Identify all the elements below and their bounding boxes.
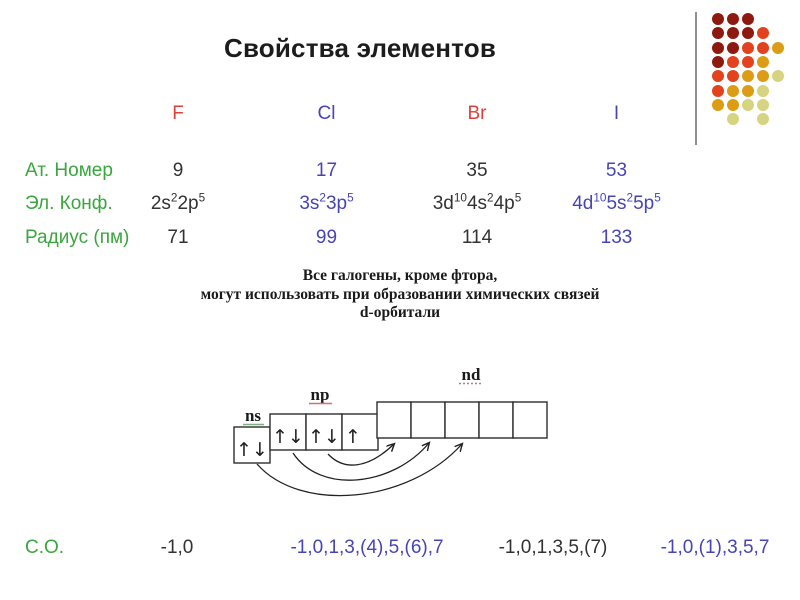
row-label: Ат. Номер — [25, 160, 113, 181]
decorative-dot — [757, 55, 769, 68]
ns-box — [233, 426, 271, 464]
np-box-1 — [269, 413, 307, 451]
column-header-cl: Cl — [317, 103, 336, 124]
value-cell: 53 — [605, 160, 628, 181]
decorative-dot — [712, 55, 724, 68]
np-label: np — [311, 385, 330, 404]
decorative-dot — [742, 70, 754, 83]
decorative-dot — [742, 98, 754, 111]
decorative-dot — [727, 113, 739, 126]
table-row-atomic-number: Ат. Номер 9 17 35 53 — [25, 159, 706, 183]
ns-label: ns — [245, 406, 261, 425]
electron-spins-np1: ↑↓ — [272, 426, 304, 448]
decorative-dot — [727, 70, 739, 83]
nd-box-4 — [478, 401, 514, 439]
decorative-dot — [712, 98, 724, 111]
value-cell: 17 — [315, 160, 338, 181]
decorative-dot — [772, 41, 784, 54]
value-cell: 3s23p5 — [299, 191, 354, 214]
oxidation-label: С.О. — [25, 537, 65, 558]
note-text: Все галогены, кроме фтора, могут использ… — [0, 267, 800, 323]
decorative-dot — [757, 84, 769, 97]
oxidation-value-cl: -1,0,1,3,(4),5,(6),7 — [290, 537, 444, 558]
value-cell: 99 — [315, 227, 338, 248]
note-line: могут использовать при образовании химич… — [200, 285, 600, 303]
note-line: d-орбитали — [359, 304, 441, 321]
electron-spins-np2: ↑↓ — [308, 426, 340, 448]
value-cell: 35 — [466, 160, 488, 181]
row-label: Эл. Конф. — [25, 193, 113, 214]
decorative-dot — [757, 41, 769, 54]
table-header-row: F Cl Br I — [25, 102, 706, 126]
decorative-dot — [727, 41, 739, 54]
np-box-3 — [341, 413, 379, 451]
table-row-radius: Радиус (пм) 71 99 114 133 — [25, 226, 706, 250]
electron-spins-np3: ↑ — [345, 426, 361, 448]
row-label: Радиус (пм) — [25, 227, 130, 248]
table-row-electron-config: Эл. Конф. 2s22p5 3s23p5 3d104s24p5 4d105… — [25, 192, 706, 216]
np-box-2 — [305, 413, 343, 451]
vertical-divider-line — [695, 12, 697, 145]
nd-box-1 — [376, 401, 412, 439]
oxidation-value-f: -1,0 — [160, 537, 194, 558]
promotion-arrow-3 — [256, 444, 462, 497]
value-cell: 3d104s24p5 — [432, 191, 522, 214]
decorative-dot — [727, 84, 739, 97]
decorative-dot — [757, 27, 769, 40]
nd-label: nd — [462, 365, 481, 384]
decorative-dot — [772, 70, 784, 83]
decorative-dot — [757, 70, 769, 83]
header-spacer — [25, 102, 130, 126]
value-cell: 71 — [167, 227, 189, 248]
decorative-dot — [727, 27, 739, 40]
nd-box-5 — [512, 401, 548, 439]
column-header-br: Br — [467, 103, 487, 124]
value-cell: 4d105s25p5 — [572, 191, 661, 214]
decorative-dot — [742, 27, 754, 40]
note-line: Все галогены, кроме фтора, — [302, 267, 498, 284]
dot-grid — [712, 13, 794, 135]
column-header-f: F — [172, 103, 184, 124]
oxidation-value-i: -1,0,(1),3,5,7 — [660, 537, 770, 558]
value-cell: 2s22p5 — [150, 191, 206, 214]
nd-box-2 — [410, 401, 446, 439]
decorative-dot — [712, 70, 724, 83]
decorative-dot — [742, 84, 754, 97]
orbital-diagram: ns np nd ↑↓ ↑↓ ↑↓ ↑ — [233, 365, 548, 497]
decorative-dot — [712, 41, 724, 54]
slide-title: Свойства элементов — [223, 33, 497, 63]
decorative-dot — [742, 13, 754, 25]
nd-box-3 — [444, 401, 480, 439]
decorative-dot — [757, 113, 769, 126]
decorative-dot — [727, 13, 739, 25]
value-cell: 133 — [600, 227, 633, 248]
value-cell: 9 — [172, 160, 184, 181]
decorative-dot — [727, 98, 739, 111]
column-header-i: I — [613, 103, 620, 124]
electron-spins-ns: ↑↓ — [236, 439, 268, 461]
decorative-dot — [742, 41, 754, 54]
decorative-dot — [727, 55, 739, 68]
promotion-arrow-2 — [292, 443, 429, 481]
oxidation-value-br: -1,0,1,3,5,(7) — [498, 537, 608, 558]
decorative-dot — [742, 55, 754, 68]
decorative-dot — [757, 98, 769, 111]
decorative-dot — [712, 13, 724, 25]
decorative-dot — [712, 84, 724, 97]
promotion-arrow-1 — [327, 444, 394, 466]
value-cell: 114 — [461, 227, 493, 248]
decorative-dot — [712, 27, 724, 40]
